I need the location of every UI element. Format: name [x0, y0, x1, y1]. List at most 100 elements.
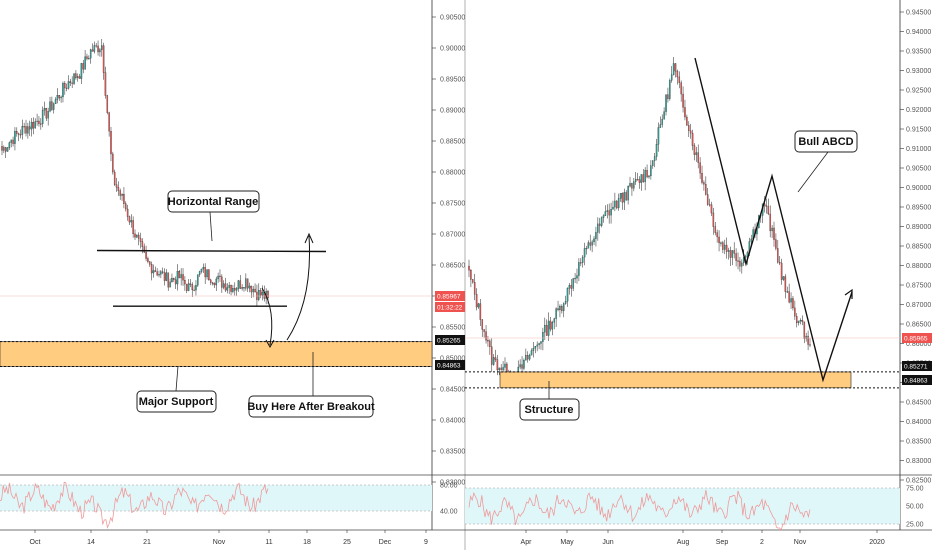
right-candle	[689, 123, 692, 139]
right-candle	[667, 87, 669, 103]
left-candle	[89, 48, 92, 64]
right-candle	[625, 190, 627, 201]
left-candle	[184, 276, 186, 291]
left-x-tick: 21	[143, 539, 151, 546]
left-candle	[76, 73, 79, 82]
right-candle	[669, 78, 671, 101]
right-candle	[604, 205, 607, 216]
right-candle	[769, 205, 771, 238]
right-candle	[676, 69, 679, 85]
left-candle	[136, 234, 138, 239]
left-candle	[28, 120, 31, 136]
right-candle	[636, 172, 639, 181]
left-candle	[198, 270, 201, 277]
right-candle	[807, 330, 809, 351]
right-candle	[532, 341, 535, 358]
left-candle	[67, 75, 70, 90]
left-price-tick: 0.88000	[440, 170, 465, 177]
left-rsi-band	[0, 485, 432, 511]
left-candle	[197, 274, 199, 288]
left-candle	[185, 283, 188, 294]
left-candle	[132, 216, 134, 238]
right-candle	[536, 341, 538, 352]
left-candle	[167, 272, 169, 291]
right-candle	[530, 348, 533, 356]
left-candle	[56, 88, 59, 104]
right-candle	[795, 312, 798, 328]
left-candle	[3, 145, 5, 154]
left-candle	[97, 40, 99, 56]
right-candle	[606, 204, 609, 219]
left-candle	[187, 279, 190, 292]
right-candle	[494, 349, 497, 363]
range-top-line	[96, 249, 327, 253]
right-price-tick: 0.88000	[906, 263, 931, 270]
right-candle	[716, 229, 718, 243]
right-candle	[555, 307, 557, 327]
right-x-tick: Aug	[677, 539, 690, 546]
right-candle	[688, 121, 690, 138]
right-candle	[735, 248, 737, 267]
right-candle	[634, 172, 637, 185]
right-candle	[733, 242, 735, 259]
left-x-tick: Oct	[30, 539, 41, 546]
left-candle	[152, 264, 155, 278]
right-candle	[578, 258, 580, 282]
left-candle	[1, 141, 3, 156]
right-candle	[644, 167, 646, 191]
right-candle	[542, 327, 544, 351]
right-candle	[678, 71, 681, 89]
right-candle	[572, 277, 574, 292]
right-price-tick: 0.94500	[906, 10, 931, 17]
right-candle	[663, 107, 665, 120]
right-rsi-tick: 25.00	[906, 522, 924, 529]
right-price-tick: 0.86500	[906, 322, 931, 329]
right-candle	[568, 283, 571, 295]
left-candle	[243, 286, 245, 292]
svg-text:0.85965: 0.85965	[904, 336, 928, 343]
right-candle	[706, 188, 709, 206]
right-candle	[617, 193, 620, 211]
left-candle	[202, 263, 205, 273]
right-candle	[648, 175, 650, 179]
right-candle	[672, 57, 675, 76]
left-candle	[241, 284, 243, 291]
right-candle	[540, 340, 542, 350]
right-candle	[686, 114, 688, 126]
left-candle	[217, 272, 219, 283]
left-candle	[137, 232, 140, 246]
right-candle	[481, 319, 484, 337]
svg-text:0.84863: 0.84863	[437, 363, 461, 370]
left-candle	[10, 139, 12, 148]
right-candle	[545, 319, 548, 336]
right-candle	[498, 367, 501, 376]
left-candle	[173, 277, 175, 283]
left-candle	[16, 127, 18, 137]
left-candle	[88, 55, 90, 60]
left-candle	[235, 286, 238, 296]
right-candle	[782, 276, 785, 281]
svg-text:0.85967: 0.85967	[437, 294, 461, 301]
callout-text-buy: Buy Here After Breakout	[247, 401, 375, 413]
left-candle	[78, 73, 81, 79]
right-candle	[775, 233, 777, 251]
right-candle	[485, 325, 487, 344]
right-candle	[538, 342, 540, 350]
left-candle	[233, 282, 236, 296]
right-candle	[801, 315, 804, 326]
right-candle	[750, 234, 753, 246]
left-candle	[14, 127, 16, 151]
right-candle	[792, 296, 794, 311]
right-candle	[591, 239, 593, 253]
right-candle	[483, 329, 485, 338]
right-candle	[619, 193, 622, 202]
right-candle	[600, 216, 603, 228]
left-candle	[47, 107, 49, 126]
left-candle	[52, 102, 55, 114]
right-zone-badges: 0.85271 0.84863	[902, 361, 932, 385]
left-candle	[150, 261, 153, 281]
right-candle	[549, 316, 552, 332]
left-countdown-badge: 01:32:22	[437, 305, 463, 312]
right-candle	[576, 268, 578, 284]
left-candle	[211, 281, 214, 286]
